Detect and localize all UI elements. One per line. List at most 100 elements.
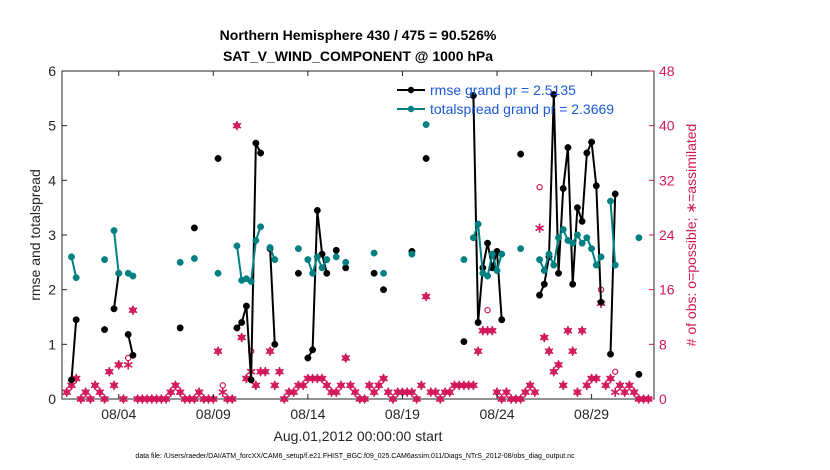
series-rmse-point [578, 217, 586, 225]
obs-assimilated-point [592, 373, 601, 384]
obs-assimilated-point [331, 387, 341, 397]
series-rmse [68, 91, 643, 384]
series-rmse-point [124, 331, 132, 338]
obs-assimilated-point [469, 380, 478, 391]
obs-assimilated-point [265, 346, 275, 356]
series-rmse-point [573, 204, 581, 212]
series-rmse-point [242, 302, 250, 310]
series-totalspread-point [559, 226, 567, 233]
legend-entry-totalspread: totalspread grand pr = 2.3669 [397, 101, 614, 117]
obs-assimilated-point [516, 394, 525, 404]
series-totalspread-point [271, 256, 279, 264]
obs-possible-point [612, 368, 619, 375]
series-rmse-point [484, 239, 492, 247]
series-rmse-point [555, 269, 562, 277]
series-totalspread-point [569, 239, 577, 247]
series-totalspread-point [370, 249, 378, 257]
obs-assimilated-point [521, 387, 530, 397]
series-totalspread-point [493, 267, 501, 274]
x-axis-label: Aug.01,2012 00:00:00 start [274, 428, 443, 444]
chart-title-line-2: SAT_V_WIND_COMPONENT @ 1000 hPa [223, 48, 493, 64]
obs-assimilated-point [171, 380, 180, 391]
obs-assimilated-point [128, 305, 138, 315]
obs-assimilated-point [289, 387, 298, 397]
series-totalspread-point [607, 197, 614, 205]
obs-assimilated-point [554, 360, 563, 370]
series-totalspread-point [460, 256, 468, 264]
series-rmse-point [101, 326, 109, 334]
series-rmse-point [129, 351, 137, 359]
series-rmse-point [536, 291, 544, 299]
series-rmse-point [247, 376, 255, 384]
y-axis-right-label: # of obs: o=possible; ∗=assimilated [683, 124, 699, 347]
obs-assimilated-point [412, 394, 421, 404]
obs-assimilated-point [317, 373, 327, 384]
x-tick-label: 08/29 [574, 406, 609, 422]
legend-label: totalspread grand pr = 2.3669 [430, 101, 614, 117]
obs-assimilated-point [563, 325, 573, 336]
series-rmse-point [238, 319, 246, 326]
obs-assimilated-point [610, 387, 620, 397]
series-totalspread-point [422, 121, 430, 129]
obs-assimilated-point [341, 353, 350, 363]
series-rmse-point [422, 155, 430, 162]
series-rmse-point [607, 350, 614, 358]
y-tick-label: 5 [48, 118, 56, 134]
obs-assimilated-point [100, 394, 109, 404]
series-rmse-line [609, 193, 617, 355]
obs-assimilated-point [90, 380, 100, 391]
obs-assimilated-point [620, 387, 629, 397]
x-tick-label: 08/19 [385, 406, 420, 422]
obs-assimilated-point [123, 360, 133, 370]
obs-assimilated-point [388, 394, 398, 404]
series-totalspread-point [540, 267, 548, 274]
series-totalspread [68, 121, 643, 285]
series-rmse-point [68, 376, 75, 384]
series-rmse-point [370, 269, 378, 277]
obs-assimilated-point [279, 394, 289, 404]
obs-assimilated-point [114, 360, 124, 370]
chart-title-line-1: Northern Hemisphere 430 / 475 = 90.526% [220, 27, 497, 43]
series-totalspread-point [583, 234, 591, 242]
y-tick-label: 1 [48, 336, 56, 352]
series-totalspread-point [257, 223, 265, 231]
obs-assimilated-point [544, 346, 554, 356]
obs-assimilated-point [350, 387, 360, 397]
obs-assimilated-point [558, 380, 568, 391]
x-tick-label: 08/04 [101, 406, 136, 422]
obs-assimilated-point [445, 387, 454, 397]
obs-assimilated-point [109, 380, 119, 391]
y-right-tick-label: 32 [659, 172, 675, 188]
obs-assimilated-point [379, 373, 388, 384]
series-rmse-point [559, 185, 567, 192]
series-totalspread-point [332, 253, 340, 261]
y-axis-label: rmse and totalspread [27, 169, 43, 301]
series-rmse-point [271, 340, 279, 348]
series-totalspread-point [214, 269, 222, 277]
series-rmse-point [323, 269, 331, 277]
y-axis-ticks: 0 1 2 3 4 5 6 [48, 63, 67, 407]
series-rmse-point [233, 324, 241, 332]
series-rmse-point [583, 149, 591, 157]
series-rmse-point [72, 316, 80, 324]
legend-swatch-marker [407, 105, 415, 113]
obs-assimilated-point [383, 387, 393, 397]
obs-assimilated-point [530, 387, 540, 397]
y-right-tick-label: 16 [659, 282, 675, 298]
obs-assimilated-point [365, 380, 374, 391]
series-rmse-point [588, 138, 596, 146]
series-rmse-point [380, 286, 387, 294]
series-totalspread-point [488, 250, 496, 258]
series-rmse-point [190, 224, 198, 232]
series-totalspread-point [115, 269, 123, 277]
series-totalspread-point [592, 261, 600, 269]
series-totalspread-point [176, 258, 184, 266]
y-tick-label: 0 [48, 391, 56, 407]
y-tick-label: 2 [48, 282, 56, 298]
series-rmse-point [309, 346, 317, 354]
obs-assimilated-point [237, 332, 246, 343]
obs-assimilated-point [502, 387, 511, 397]
series-rmse-point [304, 354, 312, 362]
series-rmse-point [540, 280, 548, 288]
obs-assimilated-point [190, 394, 199, 404]
